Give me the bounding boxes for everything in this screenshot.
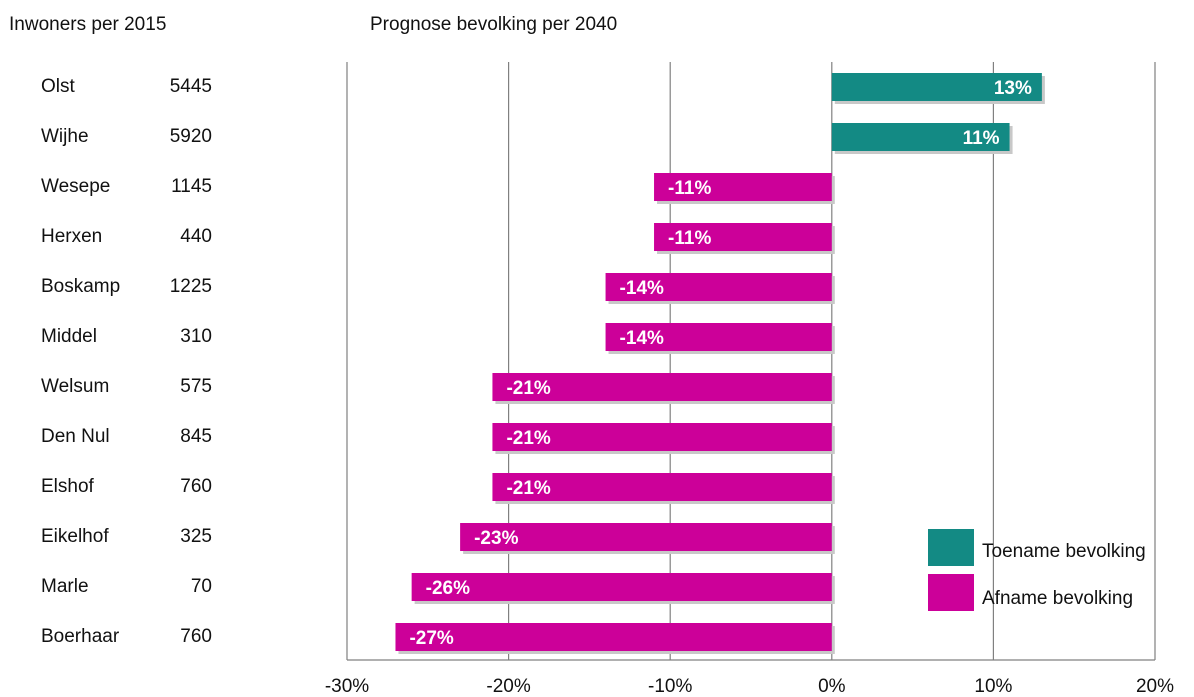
- village-population: 325: [180, 526, 212, 547]
- village-population: 70: [190, 576, 212, 597]
- bar-value-label: -23%: [474, 528, 518, 549]
- bar: [492, 373, 832, 401]
- bar: [411, 573, 832, 601]
- bar: [460, 523, 832, 551]
- population-header: Inwoners per 2015: [9, 14, 167, 35]
- village-population: 1225: [169, 276, 212, 297]
- village-name: Herxen: [41, 226, 103, 247]
- x-tick-label: -10%: [648, 676, 692, 697]
- x-tick-label: 10%: [974, 676, 1012, 697]
- village-population: 310: [180, 326, 212, 347]
- bar-value-label: -21%: [506, 478, 550, 499]
- bar: [492, 423, 832, 451]
- bar: [605, 273, 832, 301]
- bar-value-label: -11%: [668, 178, 711, 199]
- village-name: Middel: [41, 326, 97, 347]
- x-tick-label: 0%: [818, 676, 846, 697]
- village-name: Den Nul: [41, 426, 110, 447]
- village-name: Marle: [41, 576, 89, 597]
- village-population: 5445: [169, 76, 212, 97]
- bar: [831, 73, 1042, 101]
- village-name: Olst: [41, 76, 75, 97]
- village-population: 5920: [169, 126, 212, 147]
- village-population: 575: [180, 376, 212, 397]
- chart-title: Prognose bevolking per 2040: [370, 14, 618, 35]
- village-population: 760: [180, 476, 212, 497]
- bar: [654, 223, 832, 251]
- village-name: Boskamp: [41, 276, 121, 297]
- bar-value-label: -11%: [668, 228, 711, 249]
- bar-value-label: -26%: [426, 578, 470, 599]
- village-name: Boerhaar: [41, 626, 120, 647]
- legend-increase-label: Toename bevolking: [982, 541, 1146, 562]
- bar: [492, 473, 832, 501]
- legend-decrease-swatch: [928, 574, 974, 611]
- bar: [831, 123, 1010, 151]
- village-name: Wijhe: [41, 126, 89, 147]
- village-population: 1145: [171, 176, 212, 197]
- bar: [395, 623, 832, 651]
- village-name: Wesepe: [41, 176, 111, 197]
- village-name: Eikelhof: [41, 526, 109, 547]
- bar-value-label: -14%: [620, 328, 664, 349]
- legend-decrease-label: Afname bevolking: [982, 588, 1134, 609]
- bar: [605, 323, 832, 351]
- village-name: Elshof: [41, 476, 94, 497]
- village-population: 440: [180, 226, 212, 247]
- village-name: Welsum: [41, 376, 110, 397]
- bar-value-label: -14%: [620, 278, 664, 299]
- bar-value-label: -21%: [506, 378, 550, 399]
- x-tick-label: 20%: [1136, 676, 1174, 697]
- x-tick-label: -30%: [325, 676, 369, 697]
- bar-value-label: 13%: [994, 78, 1032, 99]
- bar-value-label: 11%: [963, 128, 1000, 149]
- bar: [654, 173, 832, 201]
- legend-increase-swatch: [928, 529, 974, 566]
- village-population: 760: [180, 626, 212, 647]
- village-population: 845: [180, 426, 212, 447]
- x-tick-label: -20%: [486, 676, 530, 697]
- bar-value-label: -21%: [506, 428, 550, 449]
- bar-value-label: -27%: [409, 628, 453, 649]
